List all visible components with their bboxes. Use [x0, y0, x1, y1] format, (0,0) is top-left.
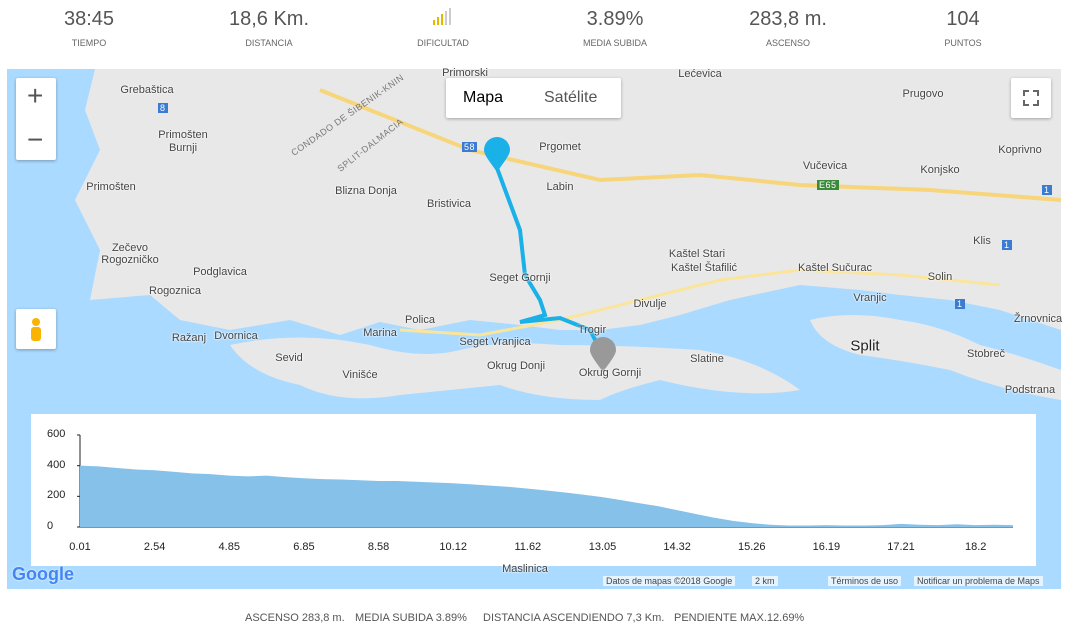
road-label: E65 — [817, 180, 839, 190]
place-label: Podglavica — [193, 266, 247, 278]
x-tick-label: 10.12 — [439, 541, 467, 553]
footer-stat: PENDIENTE MAX.12.69% — [674, 612, 805, 624]
place-label: Stobreč — [967, 348, 1005, 360]
stat-value: 104 — [946, 8, 980, 30]
place-label: Primošten — [86, 181, 136, 193]
place-label: Vučevica — [802, 160, 848, 172]
place-label: Koprivno — [998, 144, 1042, 156]
y-tick-label: 0 — [47, 520, 54, 532]
place-label: Polica — [405, 314, 435, 326]
place-label: Prugovo — [902, 88, 944, 100]
map-type-button[interactable]: Mapa — [463, 89, 504, 106]
stat-label: ASCENSO — [765, 38, 811, 48]
map-type-button[interactable]: Satélite — [544, 89, 598, 106]
place-label: Dvornica — [214, 330, 258, 342]
report-link: Notificar un problema de Maps — [914, 576, 1043, 586]
place-label: Rogozničko — [101, 254, 159, 266]
x-tick-label: 8.58 — [367, 541, 390, 553]
road-label: 1 — [1042, 185, 1052, 195]
stat-label: DISTANCIA — [245, 38, 293, 48]
terms-link: Términos de uso — [828, 576, 902, 586]
y-tick-label: 400 — [47, 458, 66, 471]
x-tick-label: 4.85 — [218, 541, 240, 553]
place-label: Marina — [363, 327, 397, 339]
place-label: Primorski — [442, 67, 488, 79]
stat-label: PUNTOS — [944, 38, 982, 48]
place-label: Solin — [927, 271, 953, 283]
google-logo: Google — [12, 564, 74, 584]
place-label: Maslinica — [502, 563, 548, 575]
stat-label: MEDIA SUBIDA — [582, 38, 648, 48]
fullscreen-button[interactable] — [1011, 78, 1051, 118]
place-label: Podstrana — [1004, 384, 1056, 396]
road-label: 8 — [158, 103, 168, 113]
stat-value: 3.89% — [586, 8, 644, 30]
x-tick-label: 17.21 — [887, 541, 915, 553]
zoom-out-button[interactable]: − — [27, 124, 44, 155]
place-label: Slatine — [690, 353, 724, 365]
stat-label: TIEMPO — [71, 38, 107, 48]
place-label: Sevid — [275, 352, 303, 364]
place-label: Split — [850, 337, 880, 355]
stat-value: 283,8 m. — [749, 8, 827, 30]
elevation-chart — [77, 434, 1013, 528]
place-label: Seget Vranjica — [459, 336, 531, 348]
place-label: Vinišće — [342, 369, 378, 381]
place-label: Vranjic — [853, 292, 887, 304]
place-label: Kaštel Sučurac — [798, 262, 872, 274]
place-label: Seget Gornji — [489, 272, 551, 284]
place-label: Trogir — [577, 324, 607, 336]
place-label: Grebaštica — [120, 84, 174, 96]
place-label: Žrnovnica — [1013, 313, 1063, 325]
scale: 2 km — [752, 576, 778, 586]
place-label: Lećevica — [678, 68, 722, 80]
place-label: Klis — [973, 235, 991, 247]
difficulty-icon — [433, 8, 451, 25]
place-label: Konjsko — [920, 164, 960, 176]
place-label: Bristivica — [426, 198, 472, 210]
place-label: Kaštel Štafilić — [670, 262, 738, 274]
stat-value: 38:45 — [63, 8, 115, 30]
place-label: Labin — [546, 181, 574, 193]
zoom-control — [16, 78, 56, 160]
street-view-button[interactable] — [16, 309, 56, 349]
place-label: Rogoznica — [149, 285, 201, 297]
place-label: Blizna Donja — [335, 185, 397, 197]
x-tick-label: 13.05 — [588, 541, 617, 553]
place-label: Divulje — [633, 298, 667, 310]
road-label: 1 — [955, 299, 965, 309]
map-type-control — [446, 78, 621, 118]
place-label: Kaštel Stari — [668, 248, 726, 260]
footer-stat: MEDIA SUBIDA 3.89% — [355, 612, 467, 624]
footer-stat: ASCENSO 283,8 m. — [245, 612, 345, 624]
x-tick-label: 2.54 — [143, 541, 166, 553]
place-label: Zečevo — [111, 242, 149, 254]
place-label: Burnji — [168, 142, 198, 154]
x-tick-label: 14.32 — [663, 541, 691, 553]
place-label: Okrug Gornji — [578, 367, 642, 379]
y-tick-label: 600 — [47, 428, 66, 440]
x-tick-label: 11.62 — [514, 541, 542, 553]
attribution: Datos de mapas ©2018 Google — [603, 576, 736, 586]
x-tick-label: 6.85 — [293, 541, 315, 553]
place-label: Ražanj — [171, 332, 207, 344]
elevation-area — [80, 465, 1013, 527]
place-label: Okrug Donji — [486, 360, 546, 372]
place-label: Prgomet — [539, 141, 581, 153]
x-tick-label: 16.19 — [812, 541, 841, 553]
zoom-in-button[interactable]: + — [27, 80, 44, 111]
road-label: 1 — [1002, 240, 1012, 250]
x-tick-label: 0.01 — [69, 541, 91, 553]
place-label: Primošten — [158, 129, 208, 141]
y-tick-label: 200 — [47, 489, 66, 502]
road-label: 58 — [462, 142, 478, 152]
x-tick-label: 18.2 — [964, 541, 987, 553]
x-tick-label: 15.26 — [737, 541, 766, 553]
footer-stat: DISTANCIA ASCENDIENDO 7,3 Km. — [483, 612, 665, 624]
stat-value: 18,6 Km. — [228, 8, 310, 30]
stat-label: DIFICULTAD — [417, 38, 469, 48]
